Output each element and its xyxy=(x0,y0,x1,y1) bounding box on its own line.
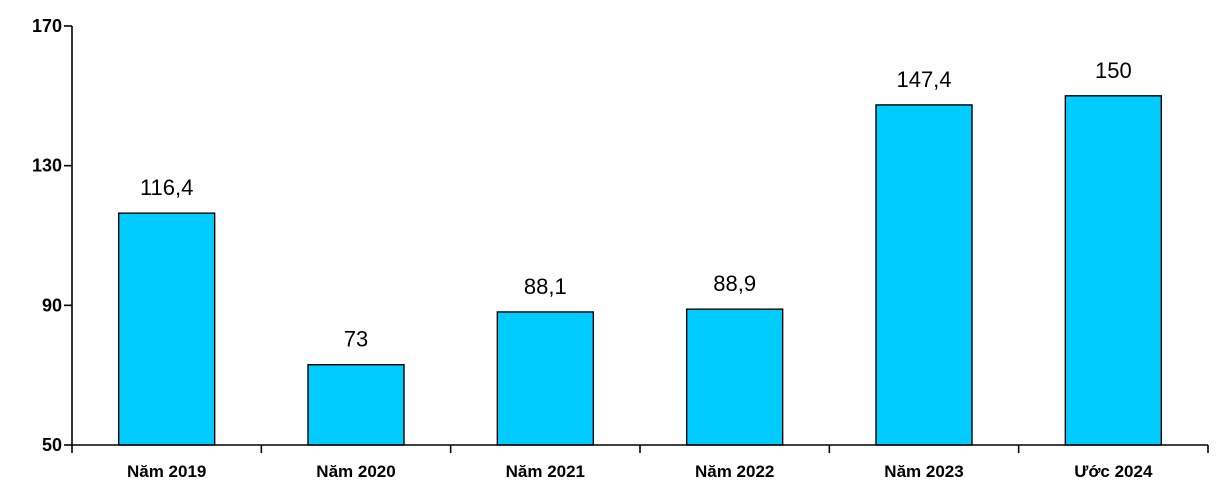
data-label: 88,9 xyxy=(713,271,756,296)
x-tick-label: Ước 2024 xyxy=(1074,462,1153,481)
y-tick-label: 50 xyxy=(42,435,62,455)
bar xyxy=(875,104,973,446)
y-tick-label: 130 xyxy=(32,156,62,176)
data-label: 147,4 xyxy=(896,67,951,92)
x-axis: Năm 2019 Năm 2020 Năm 2021 Năm 2022 Năm 2023… xyxy=(71,444,1209,481)
bar xyxy=(1064,95,1163,446)
bar xyxy=(117,212,216,446)
x-tick-label: Năm 2022 xyxy=(695,462,774,481)
y-axis: 50 90 130 170 xyxy=(32,16,73,455)
data-label: 116,4 xyxy=(140,175,193,200)
y-tick-label: 90 xyxy=(42,295,62,315)
x-tick-label: Năm 2023 xyxy=(884,462,963,481)
bar xyxy=(496,311,595,446)
data-label: 88,1 xyxy=(524,274,567,299)
x-tick-label: Năm 2020 xyxy=(316,462,395,481)
bars xyxy=(117,95,1163,446)
y-tick-label: 170 xyxy=(32,16,62,36)
bar xyxy=(685,308,784,446)
x-tick-label: Năm 2019 xyxy=(127,462,206,481)
data-label: 73 xyxy=(344,327,368,352)
data-label: 150 xyxy=(1095,58,1132,83)
data-labels: 116,4 73 88,1 88,9 147,4 150 xyxy=(140,58,1132,352)
x-tick-label: Năm 2021 xyxy=(506,462,585,481)
bar xyxy=(307,363,405,446)
